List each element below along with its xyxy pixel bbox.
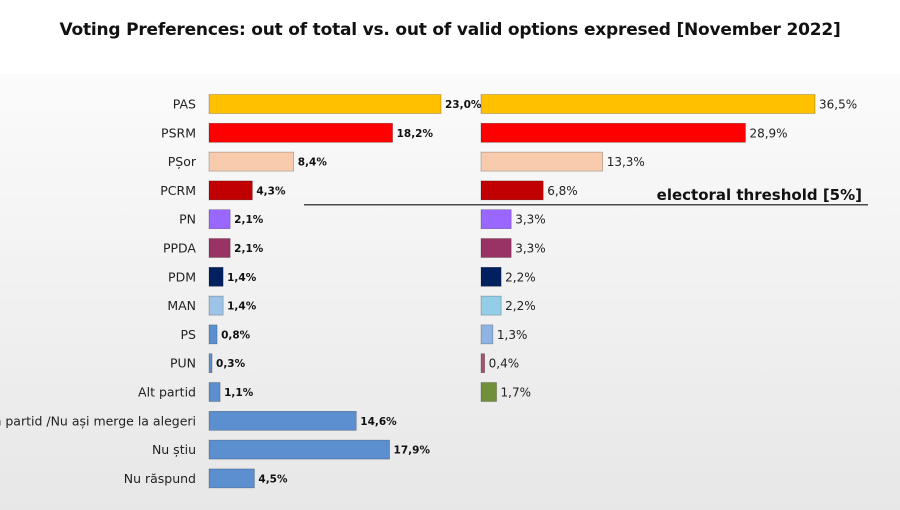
left-bar bbox=[208, 295, 224, 316]
category-label: PCRM bbox=[160, 183, 196, 198]
right-bar bbox=[480, 382, 497, 402]
chart-background bbox=[0, 74, 900, 510]
left-bar bbox=[208, 266, 224, 287]
category-label: Alt partid bbox=[138, 385, 196, 400]
left-value-label: 1,4% bbox=[227, 301, 257, 313]
right-bar bbox=[480, 238, 512, 258]
right-bar bbox=[480, 295, 502, 316]
left-bar bbox=[208, 324, 218, 345]
right-value-label: 3,3% bbox=[515, 242, 546, 256]
right-bar bbox=[480, 123, 746, 143]
right-value-label: 2,2% bbox=[505, 299, 535, 313]
category-label: PAS bbox=[173, 97, 196, 112]
left-value-label: 18,2% bbox=[397, 128, 434, 140]
right-bar bbox=[480, 324, 494, 345]
left-value-label: 8,4% bbox=[298, 157, 328, 169]
left-value-label: 4,5% bbox=[258, 473, 288, 485]
right-bar bbox=[480, 151, 604, 172]
right-value-label: 6,8% bbox=[547, 184, 578, 198]
left-bar bbox=[208, 209, 231, 229]
right-value-label: 1,3% bbox=[497, 328, 527, 342]
category-label: un partid /Nu ași merge la alegeri bbox=[0, 413, 196, 428]
category-label: Nu răspund bbox=[124, 471, 196, 486]
right-value-label: 28,9% bbox=[749, 126, 787, 140]
right-bar bbox=[480, 180, 544, 201]
right-value-label: 36,5% bbox=[819, 98, 857, 112]
left-bar bbox=[208, 238, 231, 258]
left-bar bbox=[208, 468, 255, 489]
left-value-label: 0,3% bbox=[216, 358, 246, 370]
category-label: PȘor bbox=[168, 154, 197, 169]
right-bar bbox=[480, 209, 512, 229]
threshold-annotation: electoral threshold [5%] bbox=[657, 186, 862, 204]
left-value-label: 23,0% bbox=[445, 99, 482, 111]
left-bar bbox=[208, 151, 295, 172]
left-bar bbox=[208, 94, 442, 114]
right-value-label: 13,3% bbox=[607, 155, 645, 169]
chart-title: Voting Preferences: out of total vs. out… bbox=[59, 20, 841, 40]
left-bar bbox=[208, 410, 357, 431]
category-label: PS bbox=[181, 327, 197, 342]
left-value-label: 2,1% bbox=[234, 243, 264, 255]
category-label: PSRM bbox=[161, 125, 196, 140]
left-bar bbox=[208, 123, 393, 143]
right-value-label: 1,7% bbox=[501, 386, 532, 400]
left-bar bbox=[208, 439, 390, 460]
left-value-label: 1,1% bbox=[224, 387, 254, 399]
left-value-label: 0,8% bbox=[221, 329, 251, 341]
left-value-label: 17,9% bbox=[394, 445, 431, 457]
right-value-label: 0,4% bbox=[489, 357, 520, 371]
left-value-label: 1,4% bbox=[227, 272, 257, 284]
left-bar bbox=[208, 180, 253, 201]
left-bar bbox=[208, 382, 221, 402]
left-value-label: 14,6% bbox=[360, 416, 397, 428]
right-bar bbox=[480, 353, 485, 374]
category-label: PPDA bbox=[163, 241, 196, 256]
left-bar bbox=[208, 353, 213, 374]
category-label: PDM bbox=[168, 269, 196, 284]
right-bar bbox=[480, 266, 502, 287]
category-label: Nu știu bbox=[152, 442, 196, 457]
right-value-label: 3,3% bbox=[515, 213, 546, 227]
left-value-label: 2,1% bbox=[234, 214, 264, 226]
category-label: PN bbox=[179, 212, 196, 227]
category-label: MAN bbox=[167, 298, 196, 313]
right-value-label: 2,2% bbox=[505, 270, 535, 284]
category-label: PUN bbox=[170, 356, 196, 371]
right-bar bbox=[480, 94, 816, 114]
left-value-label: 4,3% bbox=[256, 185, 286, 197]
